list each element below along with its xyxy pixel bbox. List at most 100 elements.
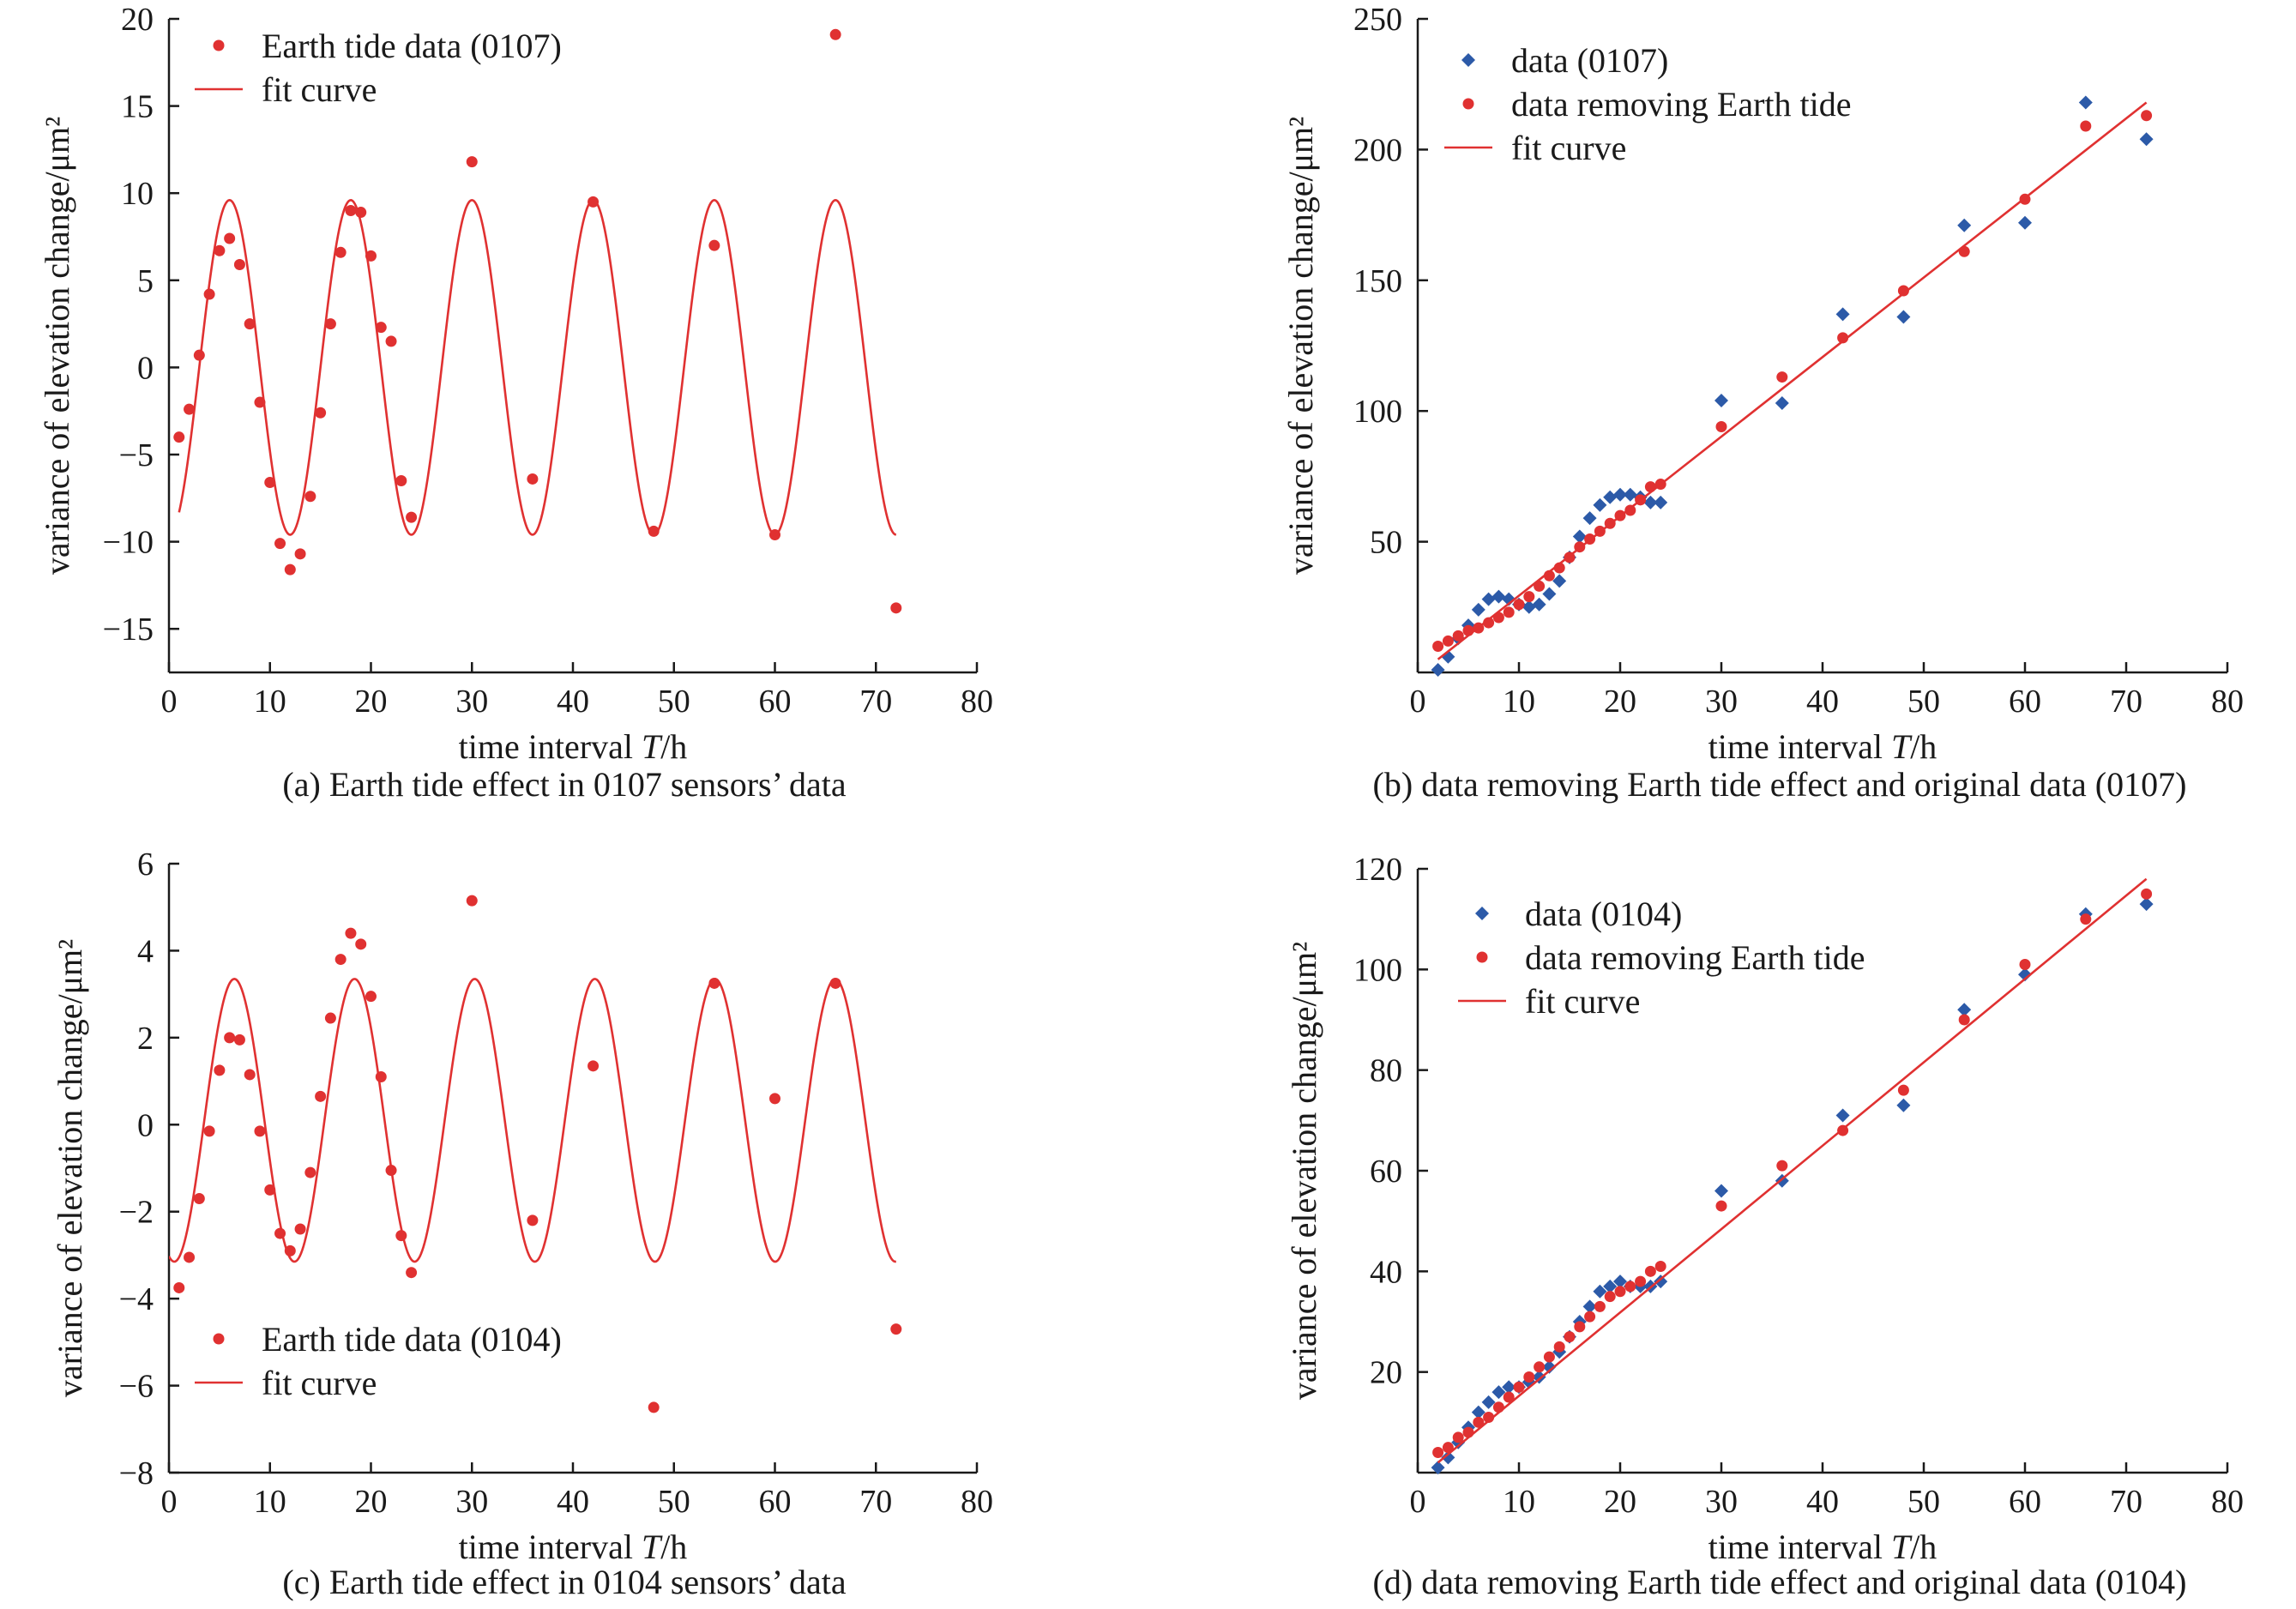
x-tick-label: 80 [961,1484,993,1520]
data-point [244,318,256,330]
series-dots [173,28,902,614]
data-point [1896,310,1911,324]
legend-label: data (0107) [1511,41,1668,80]
y-tick-label: 15 [121,89,154,125]
data-point [1564,1331,1576,1343]
x-tick-label: 10 [1503,1484,1535,1520]
data-point [1897,1084,1909,1096]
y-axis-label: variance of elevation change/μm² [1281,117,1320,575]
figure-caption: (b) data removing Earth tide effect and … [1373,765,2187,804]
data-point [2019,958,2031,970]
legend-marker [1462,98,1474,110]
data-point [365,991,377,1003]
data-point [375,322,387,334]
data-point [527,1214,539,1226]
data-point [345,205,357,217]
legend: Earth tide data (0107) fit curve [195,27,562,109]
legend-label: data removing Earth tide [1525,938,1865,977]
y-tick-label: 6 [137,847,154,883]
data-point [1502,1380,1516,1395]
data-point [2080,120,2092,132]
data-point [1714,1184,1728,1198]
data-point [1431,662,1445,677]
x-tick-label: 30 [1705,684,1738,720]
series-curve [169,978,896,1263]
data-point [184,1251,196,1263]
data-point [1534,1361,1546,1373]
data-point [1552,574,1567,588]
y-axis-label: variance of elevation change/μm² [51,939,89,1397]
x-tick-label: 30 [455,1484,488,1520]
data-point [1441,1450,1455,1465]
data-point [2018,215,2032,230]
data-point [1523,1371,1535,1383]
y-tick-label: 200 [1353,132,1402,168]
y-tick-label: 100 [1353,394,1402,430]
data-point [385,335,397,347]
x-tick-label: 40 [1806,1484,1839,1520]
data-point [1503,606,1515,618]
legend-label: data removing Earth tide [1511,85,1852,124]
data-point [233,259,245,271]
chart-panel-b: 0 10 20 30 40 50 60 70 80 50 100 150 200 250 time inte… [1281,2,2244,804]
series-dots [1432,888,2153,1459]
data-point [1483,1411,1495,1423]
y-tick-label: 20 [121,2,154,38]
x-tick-label: 60 [759,684,792,720]
data-point [1513,599,1525,611]
data-point [304,1166,316,1178]
y-tick-label: 100 [1353,952,1402,988]
legend-label: Earth tide data (0107) [262,27,562,65]
data-point [274,538,286,550]
data-point [1432,641,1444,653]
legend: data (0107) data removing Earth tide fit c… [1444,41,1852,167]
y-tick-label: −6 [119,1369,154,1405]
legend: data (0104) data removing Earth tide fit c… [1458,895,1865,1021]
data-point [1473,1416,1485,1428]
data-point [2078,95,2093,110]
series-line [1437,101,2148,660]
data-point [1442,1442,1454,1454]
x-tick-label: 20 [355,1484,388,1520]
data-point [1654,1260,1666,1272]
x-tick-label: 60 [2009,684,2041,720]
y-tick-label: −8 [119,1455,154,1491]
data-point [193,1193,205,1204]
data-point [1835,307,1850,322]
data-point [769,1093,780,1105]
data-point [406,1267,418,1279]
y-tick-label: 250 [1353,2,1402,38]
legend-marker [1461,53,1475,67]
legend-label: Earth tide data (0104) [262,1320,562,1359]
x-tick-label: 50 [658,1484,690,1520]
data-point [214,244,226,256]
x-tick-label: 60 [759,1484,792,1520]
chart-panel-d: 0 10 20 30 40 50 60 70 80 20 40 60 80 100 120 time inte… [1285,852,2244,1601]
data-point [224,1032,236,1044]
data-point [1572,529,1587,544]
x-tick-label: 70 [2110,684,2142,720]
y-axis-label: variance of elevation change/μm² [1285,942,1323,1400]
data-point [203,1125,215,1137]
y-tick-label: 50 [1370,525,1402,561]
series-curve [178,198,897,536]
fit-curve-line [178,198,897,536]
data-point [648,1401,660,1413]
data-point [1582,511,1597,526]
data-point [1635,1275,1647,1287]
data-point [1491,1385,1506,1400]
data-point [1776,1160,1788,1172]
data-point [1523,591,1535,603]
y-tick-label: −4 [119,1281,154,1317]
x-tick-label: 40 [557,1484,589,1520]
x-axis-label: time interval T/h [459,1528,688,1566]
x-tick-label: 70 [2110,1484,2142,1520]
data-point [324,318,336,330]
x-tick-label: 20 [355,684,388,720]
x-tick-label: 50 [1907,1484,1940,1520]
data-point [1835,1108,1850,1123]
fit-curve-line [1437,101,2148,660]
data-point [1603,1279,1618,1293]
data-point [1593,497,1607,512]
